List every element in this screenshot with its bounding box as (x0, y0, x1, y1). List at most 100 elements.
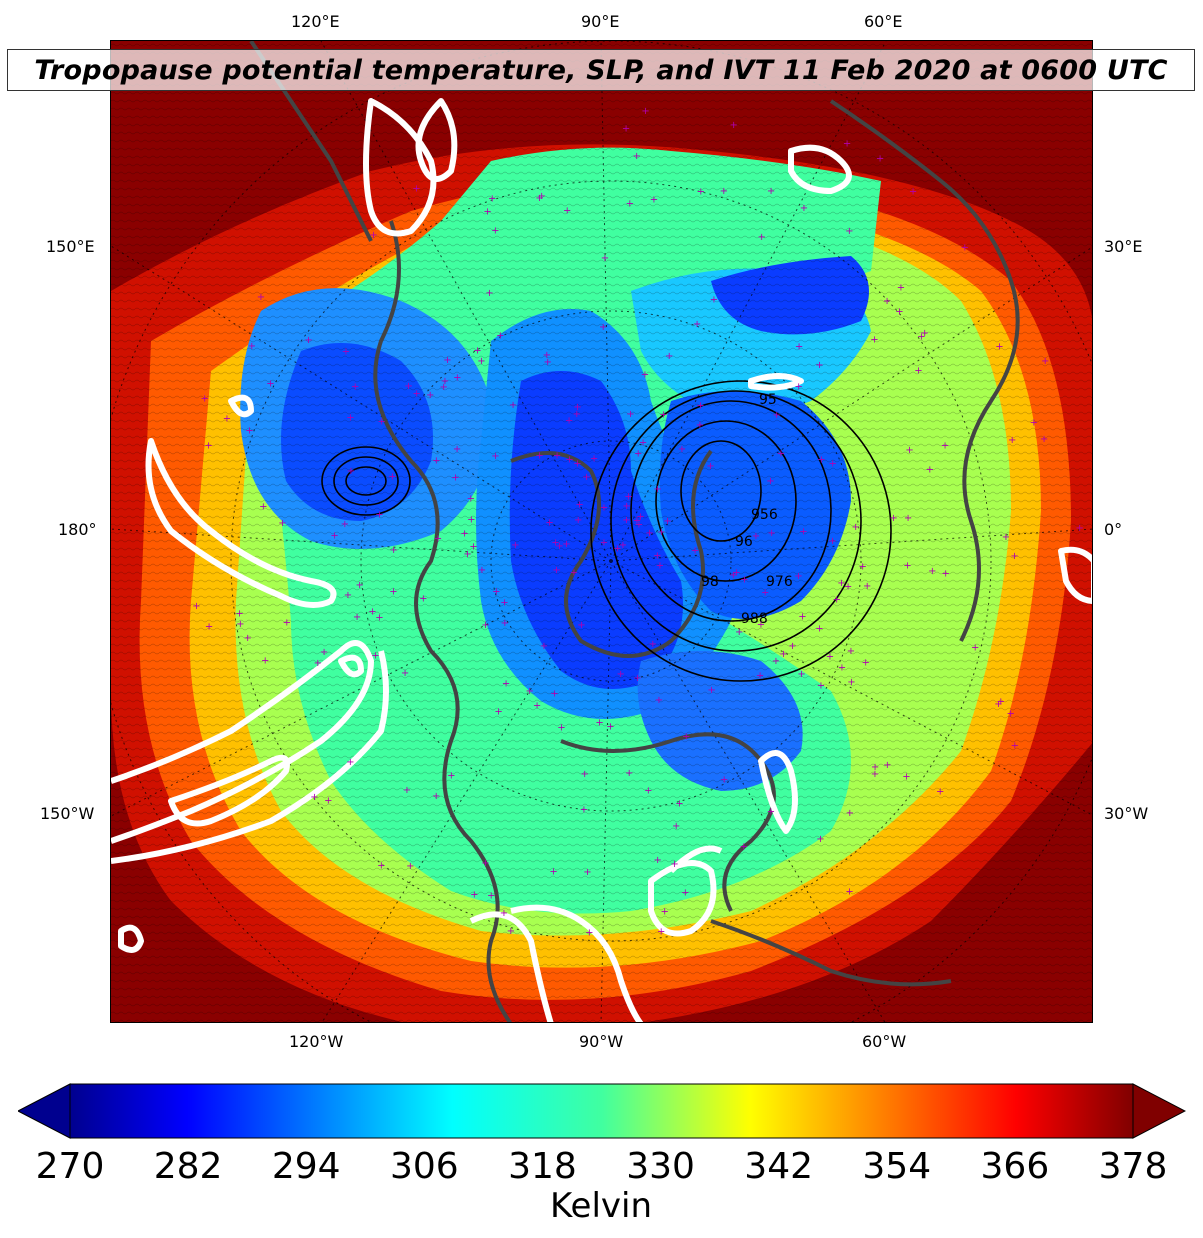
station-marker: + (720, 186, 728, 197)
station-marker: + (496, 331, 504, 342)
map-title: Tropopause potential temperature, SLP, a… (34, 54, 1168, 86)
station-marker: + (562, 539, 570, 550)
station-marker: + (653, 484, 661, 495)
station-marker: + (412, 183, 420, 194)
station-marker: + (377, 860, 385, 871)
station-marker: + (324, 795, 332, 806)
station-marker: + (773, 410, 781, 421)
station-marker: + (846, 808, 854, 819)
station-marker: + (902, 772, 910, 783)
colorbar-extend-max (1132, 1083, 1187, 1139)
station-marker: + (633, 151, 641, 162)
station-marker: + (467, 494, 475, 505)
station-marker: + (557, 723, 565, 734)
station-marker: + (756, 671, 764, 682)
station-marker: + (351, 382, 359, 393)
slp-label-956: 956 (751, 507, 778, 523)
station-marker: + (626, 409, 634, 420)
station-marker: + (550, 688, 558, 699)
station-marker: + (544, 357, 552, 368)
colorbar-tick-342: 342 (744, 1146, 814, 1187)
colorbar-tick-306: 306 (389, 1146, 459, 1187)
station-marker: + (696, 400, 704, 411)
station-marker: + (443, 355, 451, 366)
station-marker: + (767, 186, 775, 197)
station-marker: + (540, 641, 548, 652)
station-marker: + (889, 513, 897, 524)
station-marker: + (404, 381, 412, 392)
station-marker: + (483, 206, 491, 217)
station-marker: + (691, 546, 699, 557)
station-marker: + (844, 581, 852, 592)
station-marker: + (788, 641, 796, 652)
station-marker: + (426, 390, 434, 401)
station-marker: + (440, 382, 448, 393)
station-marker: + (259, 502, 267, 513)
colorbar-tick-378: 378 (1098, 1146, 1168, 1187)
station-marker: + (633, 673, 641, 684)
station-marker: + (552, 565, 560, 576)
station-marker: + (871, 762, 879, 773)
station-marker: + (463, 549, 471, 560)
station-marker: + (626, 198, 634, 209)
station-marker: + (492, 586, 500, 597)
station-marker: + (833, 595, 841, 606)
station-marker: + (779, 649, 787, 660)
station-marker: + (1040, 434, 1048, 445)
station-marker: + (613, 543, 621, 554)
station-marker: + (829, 459, 837, 470)
station-marker: + (600, 538, 608, 549)
station-marker: + (761, 587, 769, 598)
station-marker: + (729, 570, 737, 581)
station-marker: + (488, 193, 496, 204)
station-marker: + (375, 510, 383, 521)
station-marker: + (641, 106, 649, 117)
station-marker: + (909, 186, 917, 197)
station-marker: + (645, 528, 653, 539)
station-marker: + (581, 769, 589, 780)
station-marker: + (565, 415, 573, 426)
station-marker: + (883, 760, 891, 771)
station-marker: + (535, 451, 543, 462)
station-marker: + (799, 527, 807, 538)
station-marker: + (859, 562, 867, 573)
station-marker: + (797, 669, 805, 680)
station-marker: + (378, 417, 386, 428)
station-marker: + (553, 451, 561, 462)
station-marker: + (507, 926, 515, 937)
colorbar (16, 1082, 1187, 1140)
station-marker: + (654, 855, 662, 866)
station-marker: + (390, 545, 398, 556)
station-marker: + (795, 341, 803, 352)
station-marker: + (863, 581, 871, 592)
station-marker: + (600, 502, 608, 513)
station-marker: + (617, 669, 625, 680)
station-marker: + (401, 668, 409, 679)
station-marker: + (740, 841, 748, 852)
station-marker: + (847, 646, 855, 657)
station-marker: + (876, 154, 884, 165)
station-marker: + (585, 928, 593, 939)
station-marker: + (236, 619, 244, 630)
station-marker: + (997, 696, 1005, 707)
station-marker: + (347, 466, 355, 477)
station-marker: + (447, 770, 455, 781)
station-marker: + (843, 139, 851, 150)
station-marker: + (341, 519, 349, 530)
station-marker: + (434, 533, 442, 544)
station-marker: + (453, 373, 461, 384)
station-marker: + (752, 531, 760, 542)
station-marker: + (644, 786, 652, 797)
station-marker: + (535, 193, 543, 204)
station-marker: + (606, 722, 614, 733)
lon-label-top-60e: 60°E (864, 12, 903, 31)
station-marker: + (320, 647, 328, 658)
station-marker: + (800, 203, 808, 214)
station-marker: + (766, 476, 774, 487)
colorbar-tick-318: 318 (508, 1146, 577, 1187)
station-marker: + (941, 441, 949, 452)
station-marker: + (453, 444, 461, 455)
station-marker: + (511, 540, 519, 551)
station-marker: + (681, 888, 689, 899)
station-marker: + (971, 643, 979, 654)
